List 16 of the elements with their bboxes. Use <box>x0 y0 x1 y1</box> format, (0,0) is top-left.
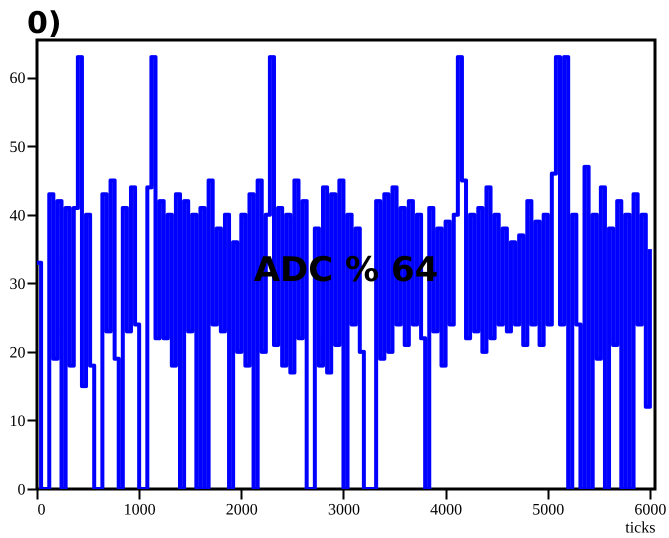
x-tick-label: 0 <box>38 502 46 518</box>
x-tick-label: 3000 <box>328 502 360 518</box>
y-tick-label: 40 <box>10 207 26 224</box>
y-tick-label: 50 <box>10 138 26 156</box>
x-tick-label: 2000 <box>226 502 258 518</box>
chart-title: 0) <box>27 6 62 41</box>
y-tick-label: 30 <box>10 276 26 293</box>
x-tick-label: 1000 <box>124 502 156 518</box>
x-tick-label: 4000 <box>430 502 462 518</box>
x-tick-label: 5000 <box>532 502 564 518</box>
y-tick-label: 0 <box>18 482 26 498</box>
y-tick-label: 10 <box>10 412 26 430</box>
y-tick-label: 60 <box>10 70 26 88</box>
x-axis-title: ticks <box>625 520 656 536</box>
y-tick-label: 20 <box>10 344 26 362</box>
x-tick-label: 6000 <box>634 502 666 518</box>
